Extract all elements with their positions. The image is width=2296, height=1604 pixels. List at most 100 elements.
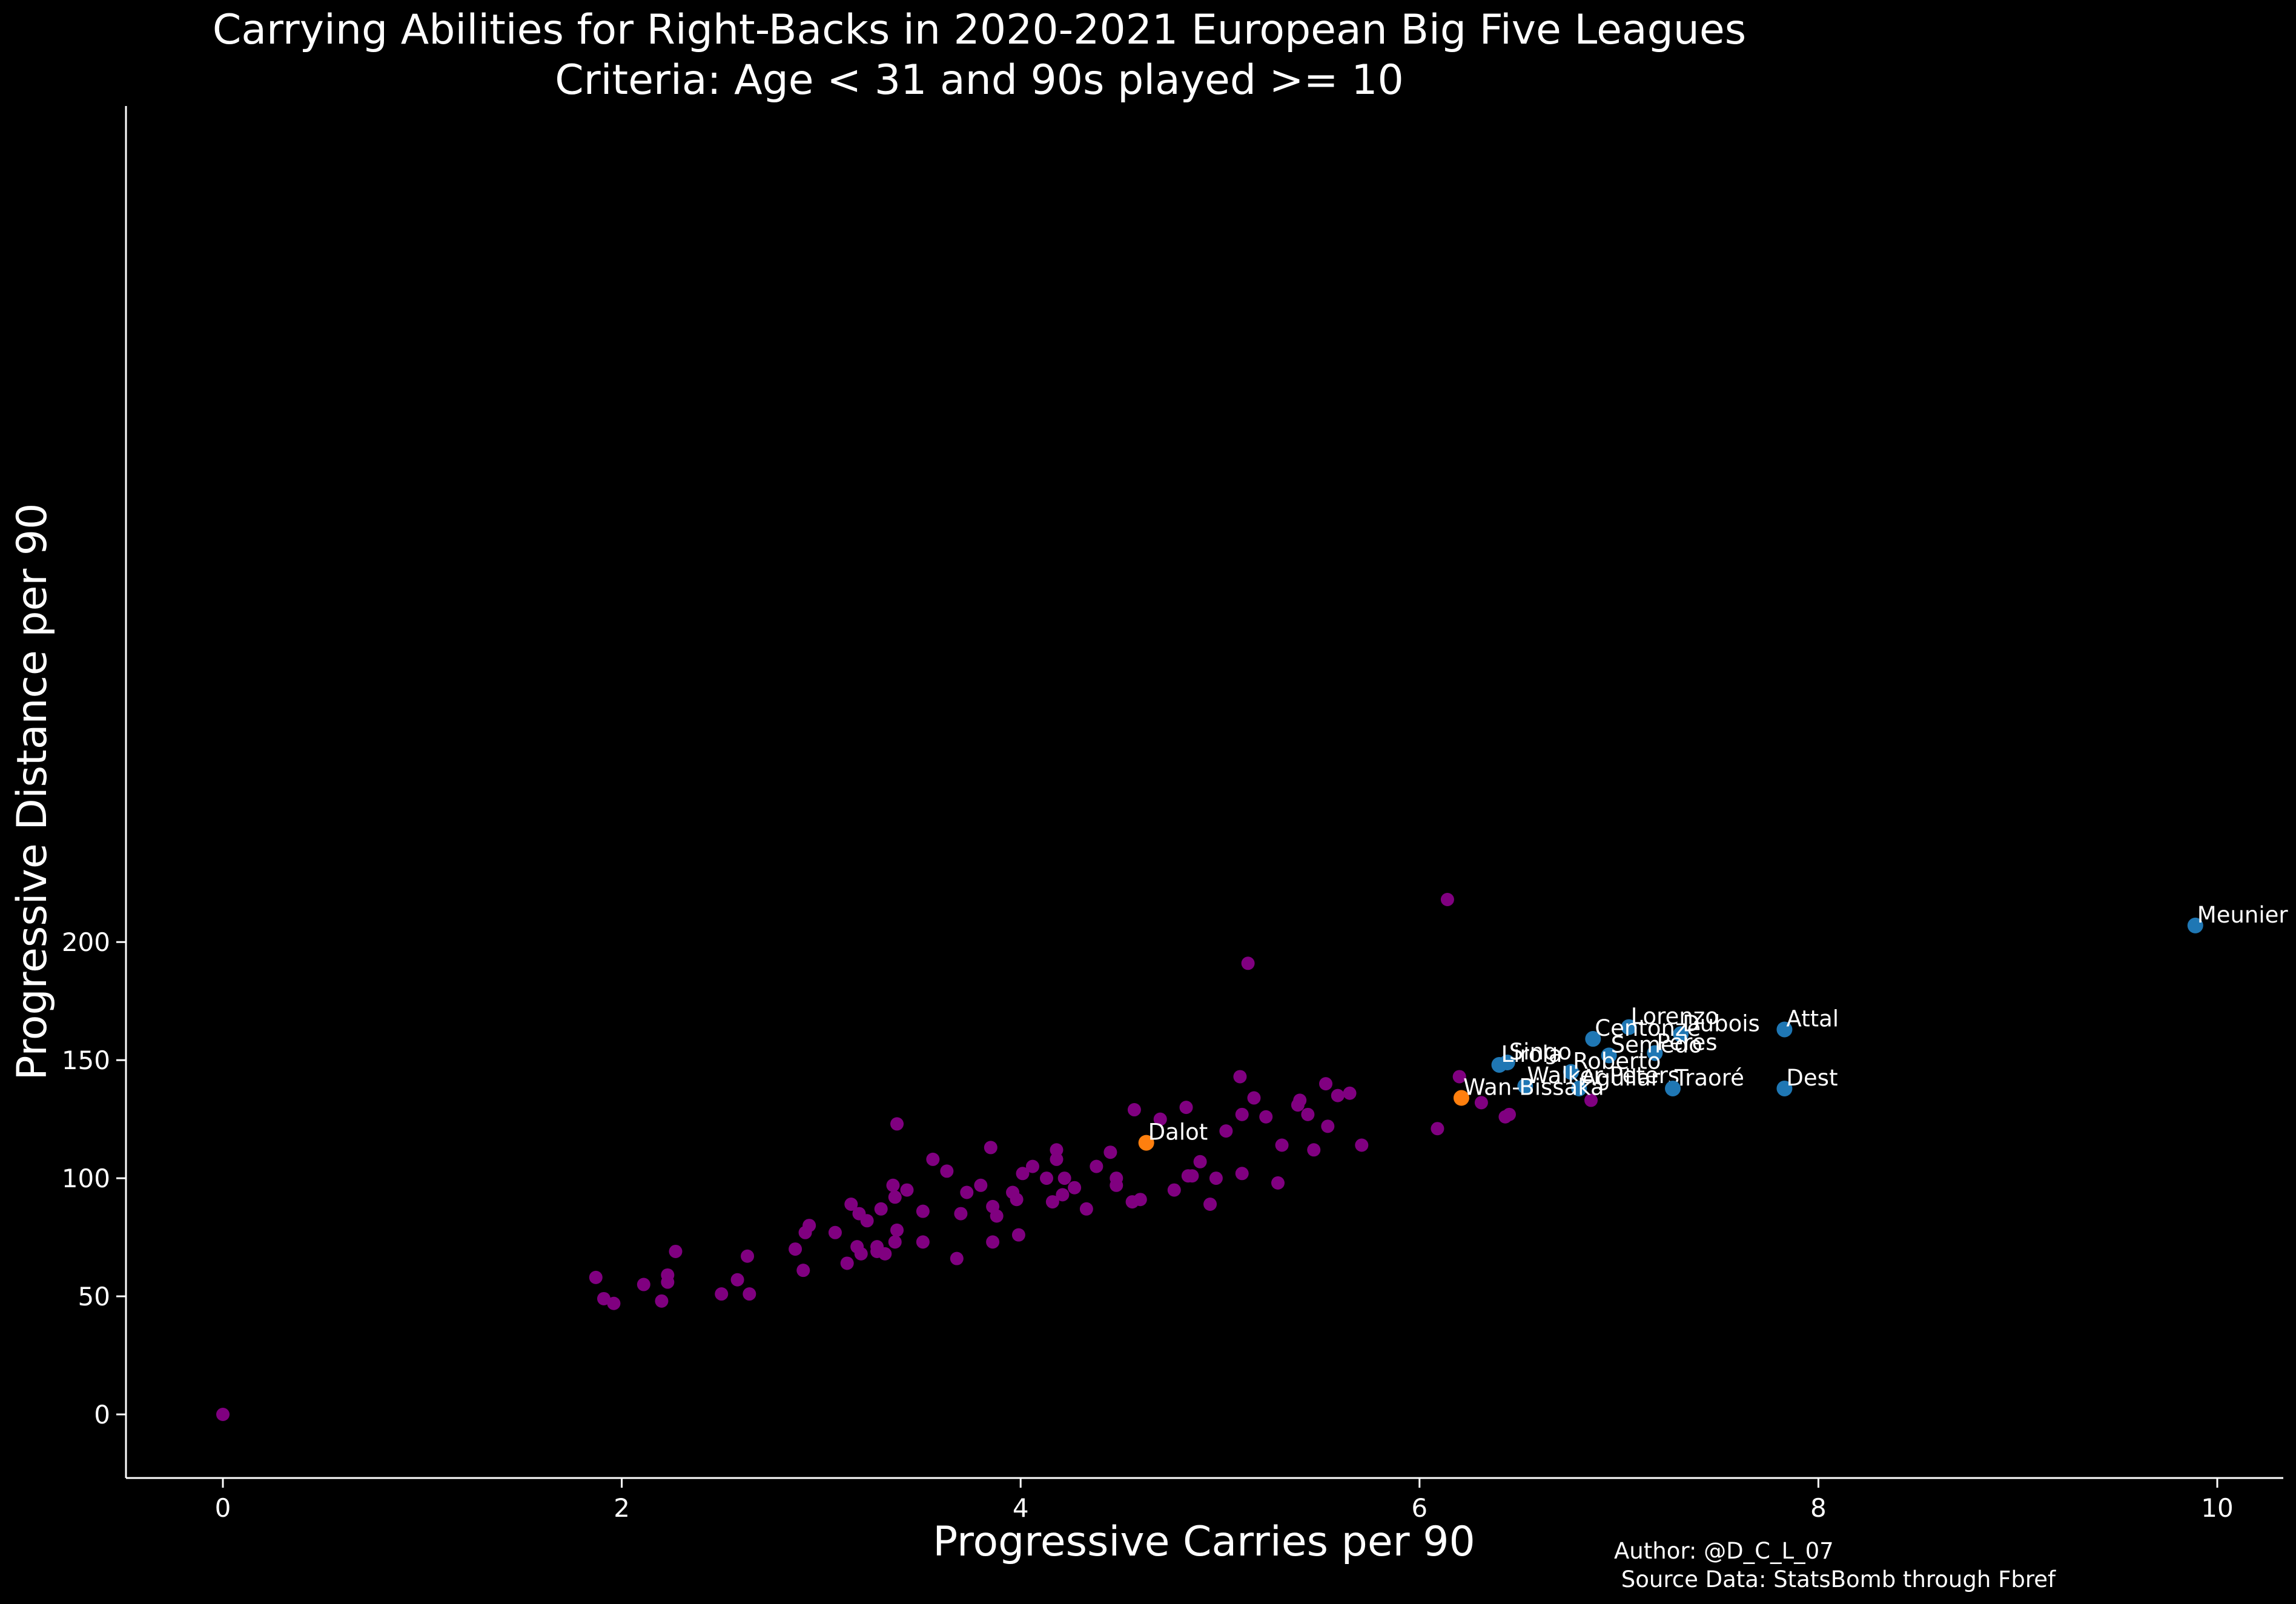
scatter-point <box>1153 1112 1167 1126</box>
x-tick-label: 0 <box>215 1493 231 1523</box>
featured-players: Wan-Bissaka Dalot <box>1138 1075 1604 1151</box>
player-point <box>1665 1080 1681 1096</box>
scatter-point <box>661 1275 675 1289</box>
scatter-point <box>1025 1159 1039 1173</box>
player-label: Dest <box>1786 1065 1838 1091</box>
scatter-point <box>1040 1172 1054 1185</box>
scatter-point <box>1301 1107 1315 1121</box>
scatter-point <box>860 1214 874 1228</box>
author-credit: Author: @D_C_L_07 <box>1614 1538 1834 1564</box>
player-point <box>1621 1019 1637 1035</box>
scatter-point <box>1103 1145 1117 1159</box>
scatter-point <box>789 1242 802 1256</box>
scatter-point <box>844 1197 858 1211</box>
scatter-point <box>1011 1228 1025 1242</box>
scatter-point <box>974 1178 988 1192</box>
scatter-point <box>589 1270 603 1284</box>
scatter-point <box>1474 1096 1488 1110</box>
highlighted-players: Meunier Attal LorenzoDuboisCentonzePeresSe… <box>1491 902 2289 1096</box>
scatter-point <box>1343 1086 1357 1100</box>
scatter-point <box>607 1296 621 1310</box>
player-label: Dubois <box>1682 1010 1760 1036</box>
player-label: Aguilar <box>1581 1065 1660 1091</box>
player-label: Meunier <box>2197 902 2289 928</box>
scatter-point <box>1319 1077 1333 1091</box>
scatter-point <box>1431 1122 1444 1136</box>
scatter-point <box>1307 1143 1321 1157</box>
scatter-point <box>1331 1089 1345 1102</box>
scatter-point <box>1203 1197 1217 1211</box>
scatter-point <box>1185 1169 1199 1183</box>
player-label: Semedo <box>1611 1032 1702 1058</box>
y-tick-label: 0 <box>94 1400 110 1430</box>
player-label: Attal <box>1786 1006 1839 1032</box>
y-tick-label: 150 <box>62 1046 110 1075</box>
scatter-point <box>1167 1183 1181 1197</box>
scatter-point <box>1209 1172 1223 1185</box>
scatter-point <box>960 1185 974 1199</box>
scatter-point <box>216 1408 230 1421</box>
player-label: Walker-Peters <box>1527 1062 1679 1089</box>
scatter-point <box>1125 1195 1139 1209</box>
player-label: Singo <box>1509 1039 1572 1065</box>
scatter-point <box>1259 1110 1273 1124</box>
scatter-point <box>741 1249 755 1263</box>
player-label: Traoré <box>1674 1065 1744 1091</box>
scatter-point <box>990 1209 1004 1223</box>
scatter-point <box>796 1264 810 1278</box>
scatter-point <box>926 1152 940 1166</box>
scatter-point <box>1079 1202 1093 1216</box>
scatter-point <box>1193 1155 1207 1168</box>
scatter-point <box>890 1117 904 1131</box>
scatter-point <box>1233 1070 1247 1084</box>
scatter-point <box>1271 1176 1285 1190</box>
x-tick-label: 10 <box>2201 1493 2233 1523</box>
scatter-point <box>888 1235 902 1249</box>
player-label: Peres <box>1656 1029 1717 1055</box>
x-tick-label: 2 <box>614 1493 630 1523</box>
scatter-point <box>1584 1093 1598 1107</box>
player-point <box>1647 1045 1663 1061</box>
player-point <box>1585 1031 1601 1047</box>
scatter-point <box>1050 1152 1064 1166</box>
scatter-point <box>888 1190 902 1204</box>
scatter-point <box>1016 1167 1030 1181</box>
scatter-point <box>900 1183 914 1197</box>
scatter-point <box>890 1223 904 1237</box>
player-point <box>1491 1056 1507 1073</box>
scatter-point <box>1057 1172 1071 1185</box>
x-tick-label: 4 <box>1013 1493 1029 1523</box>
scatter-point <box>940 1164 954 1178</box>
y-tick-label: 200 <box>62 927 110 957</box>
scatter-point <box>655 1294 669 1308</box>
scatter-point <box>1219 1124 1233 1138</box>
scatter-point <box>715 1287 729 1301</box>
player-label: Roberto <box>1573 1049 1661 1075</box>
x-tick-label: 6 <box>1411 1493 1428 1523</box>
scatter-point <box>1179 1101 1193 1115</box>
chart-subtitle: Criteria: Age < 31 and 90s played >= 10 <box>555 56 1404 104</box>
chart-title: Carrying Abilities for Right-Backs in 20… <box>213 6 1746 54</box>
x-ticks: 0 2 4 6 8 10 <box>215 1478 2234 1523</box>
source-credit: Source Data: StatsBomb through Fbref <box>1614 1566 2056 1592</box>
scatter-point <box>1452 1070 1466 1084</box>
scatter-point <box>1127 1103 1141 1117</box>
scatter-point <box>637 1278 650 1291</box>
player-point <box>1571 1080 1587 1096</box>
scatter-point <box>1241 956 1255 970</box>
player-point <box>1776 1021 1793 1038</box>
scatter-point <box>954 1207 968 1221</box>
scatter-point <box>1010 1193 1024 1207</box>
scatter-point <box>743 1287 756 1301</box>
player-label: Centonze <box>1595 1015 1701 1041</box>
player-point <box>1673 1026 1689 1042</box>
scatter-point <box>798 1225 812 1239</box>
scatter-point <box>730 1273 744 1287</box>
y-axis-label: Progressive Distance per 90 <box>8 503 56 1081</box>
scatter-point <box>1321 1119 1335 1133</box>
player-label: Wan-Bissaka <box>1463 1075 1604 1101</box>
scatter-point <box>1110 1178 1123 1192</box>
y-tick-label: 100 <box>62 1164 110 1193</box>
